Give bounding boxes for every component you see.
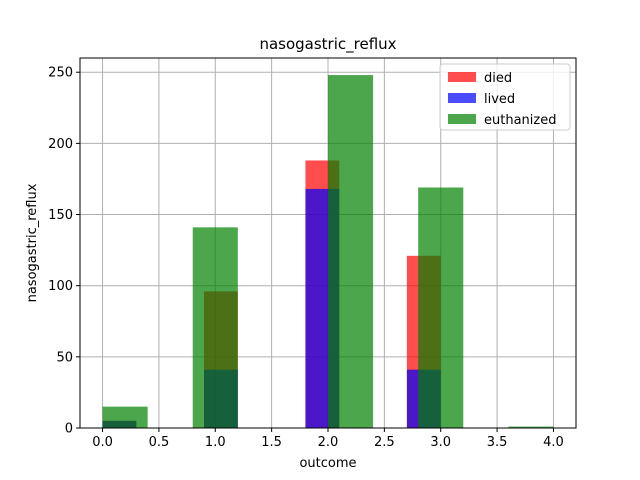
x-tick-label: 1.0	[205, 435, 226, 450]
chart-title: nasogastric_reflux	[259, 35, 396, 54]
bar-euthanized-4	[418, 187, 464, 428]
y-tick-label: 150	[48, 208, 73, 223]
x-tick-label: 2.0	[318, 435, 339, 450]
x-tick-label: 3.5	[487, 435, 508, 450]
y-tick-label: 100	[48, 279, 73, 294]
bar-euthanized-1	[192, 227, 238, 428]
legend-swatch-euthanized	[448, 114, 476, 124]
x-tick-label: 3.0	[430, 435, 451, 450]
y-tick-label: 250	[48, 66, 73, 81]
bar-euthanized-5	[508, 426, 554, 428]
y-tick-label: 50	[56, 350, 73, 365]
x-tick-label: 2.5	[374, 435, 395, 450]
bars	[102, 75, 554, 429]
x-tick-label: 0.5	[149, 435, 170, 450]
y-tick-label: 0	[65, 422, 73, 437]
legend-label-euthanized: euthanized	[484, 113, 556, 128]
x-axis-label: outcome	[299, 456, 356, 471]
legend-label-died: died	[484, 71, 512, 86]
y-axis-label: nasogastric_reflux	[25, 183, 40, 302]
x-tick-label: 4.0	[543, 435, 564, 450]
y-axis-ticks: 0 50 100 150 200 250	[48, 66, 80, 437]
x-axis-ticks: 0.0 0.5 1.0 1.5 2.0 2.5 3.0 3.5 4.0	[92, 428, 564, 450]
legend-swatch-lived	[448, 93, 476, 103]
legend-label-lived: lived	[484, 92, 515, 107]
bar-euthanized-3	[328, 75, 374, 429]
bar-euthanized-0	[102, 406, 148, 428]
x-tick-label: 1.5	[261, 435, 282, 450]
x-tick-label: 0.0	[92, 435, 113, 450]
y-tick-label: 200	[48, 137, 73, 152]
legend: died lived euthanized	[439, 63, 571, 131]
legend-swatch-died	[448, 72, 476, 82]
